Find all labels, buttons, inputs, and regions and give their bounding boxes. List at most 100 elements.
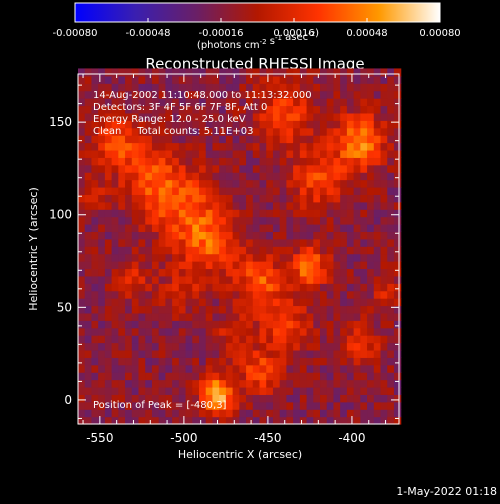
heatmap-cell bbox=[219, 312, 227, 321]
heatmap-cell bbox=[111, 357, 119, 366]
heatmap-cell bbox=[272, 186, 281, 195]
heatmap-cell bbox=[266, 253, 274, 262]
heatmap-cell bbox=[125, 120, 133, 129]
heatmap-cell bbox=[333, 253, 341, 262]
heatmap-cell bbox=[98, 357, 106, 366]
heatmap-cell bbox=[158, 298, 166, 307]
heatmap-cell bbox=[239, 172, 247, 181]
heatmap-cell bbox=[306, 409, 314, 418]
heatmap-cell bbox=[239, 98, 247, 107]
heatmap-cell bbox=[313, 105, 321, 114]
heatmap-cell bbox=[84, 409, 93, 418]
heatmap-cell bbox=[172, 305, 180, 314]
heatmap-cell bbox=[279, 261, 287, 270]
heatmap-cell bbox=[387, 342, 395, 351]
heatmap-cell bbox=[293, 135, 301, 144]
heatmap-cell bbox=[380, 164, 388, 173]
heatmap-cell bbox=[239, 320, 247, 329]
heatmap-cell bbox=[239, 201, 247, 210]
heatmap-cell bbox=[380, 261, 388, 270]
heatmap-cell bbox=[272, 298, 281, 307]
heatmap-cell bbox=[151, 216, 160, 225]
heatmap-cell bbox=[239, 268, 247, 277]
heatmap-cell bbox=[387, 83, 395, 92]
heatmap-cell bbox=[252, 127, 261, 136]
heatmap-cell bbox=[131, 105, 140, 114]
heatmap-cell bbox=[91, 349, 99, 358]
heatmap-cell bbox=[199, 305, 207, 314]
heatmap-cell bbox=[111, 164, 119, 173]
heatmap-cell bbox=[78, 98, 86, 107]
heatmap-cell bbox=[326, 238, 335, 247]
heatmap-cell bbox=[125, 379, 133, 388]
heatmap-cell bbox=[158, 394, 166, 403]
heatmap-cell bbox=[367, 135, 375, 144]
heatmap-cell bbox=[192, 216, 200, 225]
heatmap-cell bbox=[367, 342, 375, 351]
heatmap-cell bbox=[131, 83, 140, 92]
heatmap-cell bbox=[360, 261, 368, 270]
heatmap-cell bbox=[373, 201, 382, 210]
heatmap-cell bbox=[78, 342, 86, 351]
heatmap-cell bbox=[279, 120, 287, 129]
heatmap-cell bbox=[252, 112, 261, 121]
heatmap-cell bbox=[98, 364, 106, 373]
heatmap-cell bbox=[252, 320, 261, 329]
heatmap-cell bbox=[266, 112, 274, 121]
heatmap-cell bbox=[84, 349, 93, 358]
heatmap-cell bbox=[145, 194, 153, 203]
heatmap-cell bbox=[252, 68, 261, 77]
heatmap-cell bbox=[91, 342, 99, 351]
heatmap-cell bbox=[367, 261, 375, 270]
heatmap-cell bbox=[346, 231, 355, 240]
heatmap-cell bbox=[225, 372, 234, 381]
heatmap-cell bbox=[320, 416, 328, 425]
heatmap-cell bbox=[104, 342, 113, 351]
heatmap-cell bbox=[346, 135, 355, 144]
heatmap-cell bbox=[272, 372, 281, 381]
heatmap-cell bbox=[340, 201, 348, 210]
heatmap-cell bbox=[199, 194, 207, 203]
heatmap-cell bbox=[340, 216, 348, 225]
heatmap-cell bbox=[299, 416, 308, 425]
heatmap-cell bbox=[111, 209, 119, 218]
heatmap-cell bbox=[232, 416, 240, 425]
heatmap-cell bbox=[212, 135, 220, 144]
heatmap-cell bbox=[151, 357, 160, 366]
heatmap-cell bbox=[158, 238, 166, 247]
heatmap-cell bbox=[367, 105, 375, 114]
heatmap-cell bbox=[145, 149, 153, 158]
heatmap-cell bbox=[340, 305, 348, 314]
heatmap-cell bbox=[387, 135, 395, 144]
heatmap-cell bbox=[185, 320, 193, 329]
heatmap-cell bbox=[266, 194, 274, 203]
heatmap-cell bbox=[98, 105, 106, 114]
heatmap-cell bbox=[306, 112, 314, 121]
heatmap-cell bbox=[353, 112, 361, 121]
heatmap-cell bbox=[313, 83, 321, 92]
heatmap-cell bbox=[178, 164, 187, 173]
heatmap-cell bbox=[212, 275, 220, 284]
heatmap-cell bbox=[360, 275, 368, 284]
heatmap-cell bbox=[225, 386, 234, 395]
heatmap-cell bbox=[239, 253, 247, 262]
heatmap-cell bbox=[299, 238, 308, 247]
heatmap-cell bbox=[340, 401, 348, 410]
heatmap-cell bbox=[367, 305, 375, 314]
heatmap-cell bbox=[131, 298, 140, 307]
heatmap-cell bbox=[320, 83, 328, 92]
heatmap-cell bbox=[131, 253, 140, 262]
heatmap-cell bbox=[380, 120, 388, 129]
heatmap-cell bbox=[346, 209, 355, 218]
heatmap-cell bbox=[373, 394, 382, 403]
heatmap-cell bbox=[111, 298, 119, 307]
heatmap-cell bbox=[118, 394, 126, 403]
heatmap-cell bbox=[393, 275, 402, 284]
heatmap-cell bbox=[158, 149, 166, 158]
heatmap-cell bbox=[373, 157, 382, 166]
heatmap-cell bbox=[212, 327, 220, 336]
heatmap-cell bbox=[266, 246, 274, 255]
heatmap-cell bbox=[293, 201, 301, 210]
heatmap-cell bbox=[380, 179, 388, 188]
heatmap-cell bbox=[246, 186, 254, 195]
